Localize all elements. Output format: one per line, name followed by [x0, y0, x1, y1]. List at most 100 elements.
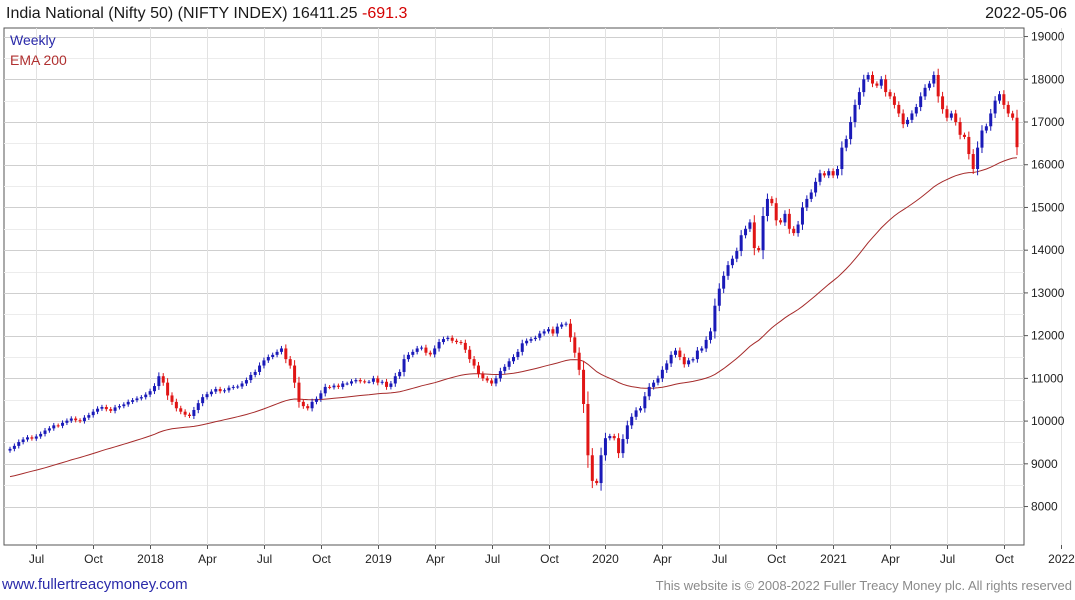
- candle-body: [656, 378, 660, 383]
- candle-body: [818, 173, 822, 182]
- candle-body: [253, 371, 257, 375]
- candle-body: [717, 288, 721, 306]
- candle-body: [739, 235, 743, 252]
- candle-body: [765, 198, 769, 216]
- candle-body: [835, 169, 839, 176]
- candle-body: [494, 378, 498, 384]
- candle-body: [262, 360, 266, 366]
- candle-body: [792, 228, 796, 234]
- candle-body: [503, 366, 507, 372]
- candle-body: [358, 380, 362, 382]
- candle-body: [608, 436, 612, 439]
- candle-body: [673, 350, 677, 355]
- candle-body: [468, 349, 472, 360]
- candle-body: [223, 390, 227, 392]
- candle-body: [669, 354, 673, 364]
- candle-body: [205, 394, 209, 398]
- candle-body: [310, 401, 314, 409]
- candle-body: [906, 119, 910, 125]
- candle-body: [78, 420, 82, 422]
- candle-body: [849, 122, 853, 140]
- candle-body: [984, 126, 988, 131]
- candle-body: [301, 401, 305, 407]
- candle-body: [498, 371, 502, 379]
- candle-body: [104, 406, 108, 410]
- candle-body: [962, 134, 966, 137]
- candle-body: [997, 94, 1001, 101]
- candle-body: [411, 351, 415, 355]
- candle-body: [17, 442, 21, 446]
- candle-body: [406, 354, 410, 360]
- candle-body: [209, 391, 213, 395]
- candle-body: [989, 113, 993, 127]
- candle-body: [122, 404, 126, 407]
- candle-body: [949, 113, 953, 118]
- candle-body: [240, 383, 244, 387]
- candle-body: [319, 393, 323, 399]
- candle-body: [96, 408, 100, 412]
- candle-body: [927, 83, 931, 88]
- candle-body: [385, 381, 389, 387]
- candle-body: [341, 383, 345, 387]
- candle-body: [665, 363, 669, 370]
- candle-body: [170, 395, 174, 402]
- candle-body: [568, 323, 572, 338]
- legend-weekly: Weekly: [10, 32, 56, 48]
- candle-body: [161, 376, 165, 383]
- candle-body: [941, 96, 945, 110]
- x-tick-label: Oct: [995, 552, 1014, 566]
- candle-body: [87, 415, 91, 418]
- x-tick-label: 2021: [820, 552, 847, 566]
- candle-body: [542, 331, 546, 334]
- site-url-link[interactable]: www.fullertreacymoney.com: [2, 576, 188, 593]
- candle-body: [258, 365, 262, 372]
- y-tick-label: 18000: [1031, 72, 1065, 86]
- y-tick-label: 9000: [1031, 457, 1058, 471]
- candle-body: [61, 422, 65, 426]
- x-tick-label: Jul: [257, 552, 272, 566]
- candle-body: [871, 75, 875, 84]
- candle-body: [691, 359, 695, 361]
- candle-body: [231, 386, 235, 388]
- candle-body: [188, 414, 192, 416]
- candle-body: [135, 398, 139, 401]
- candle-body: [380, 381, 384, 383]
- candle-body: [26, 437, 30, 440]
- candle-body: [437, 342, 441, 349]
- candle-body: [529, 339, 533, 341]
- candle-body: [227, 387, 231, 391]
- candle-body: [450, 337, 454, 341]
- candle-body: [709, 331, 713, 340]
- candle-body: [446, 337, 450, 340]
- candle-body: [39, 433, 43, 437]
- x-tick-label: 2019: [365, 552, 392, 566]
- candle-body: [43, 430, 47, 434]
- copyright-notice: This website is © 2008-2022 Fuller Treac…: [655, 578, 1072, 593]
- candle-body: [332, 385, 336, 388]
- candle-body: [236, 386, 240, 388]
- candle-body: [612, 436, 616, 439]
- candle-body: [472, 359, 476, 366]
- candle-body: [297, 382, 301, 402]
- plot-area: [3, 27, 1025, 546]
- candle-body: [638, 408, 642, 411]
- candle-body: [704, 339, 708, 349]
- candle-body: [853, 104, 857, 122]
- candle-body: [726, 265, 730, 276]
- candle-body: [350, 381, 354, 384]
- x-tick-label: Apr: [198, 552, 217, 566]
- x-tick-label: 2022: [1048, 552, 1075, 566]
- candle-body: [1002, 94, 1006, 105]
- candle-body: [218, 389, 222, 392]
- candle-body: [590, 455, 594, 481]
- candle-body: [783, 213, 787, 223]
- candle-body: [433, 348, 437, 355]
- candle-body: [936, 75, 940, 97]
- candle-body: [306, 406, 310, 409]
- candle-body: [144, 394, 148, 398]
- candle-body: [958, 122, 962, 135]
- candle-body: [573, 337, 577, 353]
- y-tick-label: 10000: [1031, 414, 1065, 428]
- candle-body: [533, 337, 537, 340]
